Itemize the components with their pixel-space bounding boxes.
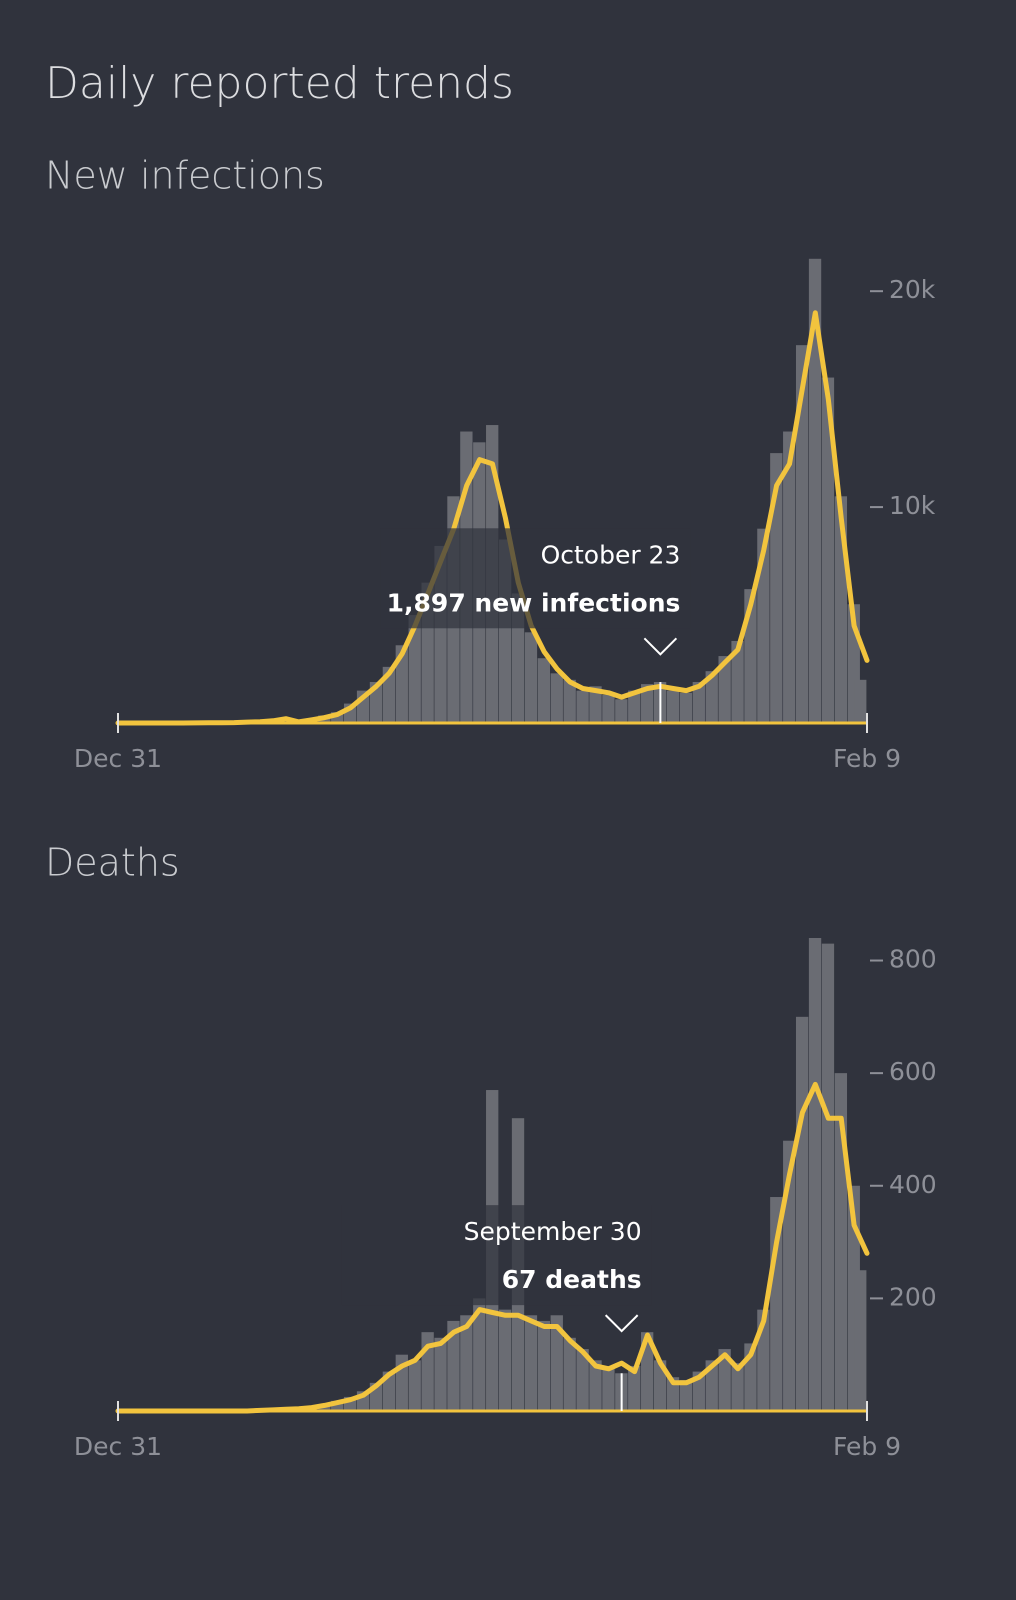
bar [331,1400,344,1411]
bar [666,690,680,723]
bar [770,453,783,723]
bar [331,712,344,723]
bar [408,1360,421,1411]
bar [718,656,731,723]
bar [395,645,408,723]
bar [447,1320,460,1411]
bar [641,684,654,723]
bar [757,528,770,723]
y-tick-label: 400 [889,1170,937,1199]
bar [795,1016,809,1411]
bar [628,1365,641,1411]
bar [434,1337,447,1411]
tooltip-value: 67 deaths [502,1265,642,1294]
bar [563,679,576,723]
x-tick-label: Dec 31 [74,1432,162,1461]
bar [854,1270,867,1411]
bar [498,1309,512,1411]
bar [821,377,835,723]
bar [679,692,693,723]
tooltip-bg [341,1205,652,1306]
y-tick-label: 20k [889,275,936,304]
bar [628,690,641,723]
bar [666,1377,680,1411]
bar [808,938,822,1411]
bar [854,679,867,723]
tooltip-chevron [604,1314,639,1333]
bar [705,671,718,723]
bar [731,640,744,723]
y-tick-label: 800 [889,945,937,974]
bar [460,1315,473,1411]
bar [589,686,602,723]
bar [576,690,589,723]
tooltip-bg [380,528,691,629]
tooltip-value: 1,897 new infections [387,588,681,617]
bar [783,1140,796,1411]
bar [808,258,822,723]
bar [537,1320,551,1411]
x-tick-label: Feb 9 [833,744,901,773]
bar [705,1360,718,1411]
chart-subtitle: Deaths [45,841,180,885]
bar [731,1363,744,1411]
chart-subtitle: New infections [45,154,325,198]
y-tick-label: 200 [889,1282,937,1311]
tooltip-chevron [643,637,678,656]
bar [615,699,628,723]
bar [537,658,551,723]
y-tick-label: 600 [889,1057,937,1086]
bar [602,694,615,723]
tooltip-date: October 23 [541,540,681,569]
bar [382,666,396,723]
bar [408,615,421,723]
page-title: Daily reported trends [45,58,514,109]
tooltip-date: September 30 [464,1217,642,1246]
bar [718,1349,731,1411]
bar [550,673,563,723]
bar [653,1360,667,1411]
bar [692,1371,705,1411]
bar [473,1298,486,1411]
bar [550,1315,563,1411]
bar [524,632,538,723]
bar [679,1380,693,1411]
bar [692,681,705,723]
y-tick-label: 10k [889,491,936,520]
bar [602,1365,615,1411]
bar [821,943,835,1411]
bar [795,345,809,723]
bar [576,1349,589,1411]
bar [382,1371,396,1411]
bar [589,1360,602,1411]
bar [783,431,796,723]
x-tick-label: Feb 9 [833,1432,901,1461]
bar [563,1337,576,1411]
x-tick-label: Dec 31 [74,744,162,773]
bar [524,1315,538,1411]
